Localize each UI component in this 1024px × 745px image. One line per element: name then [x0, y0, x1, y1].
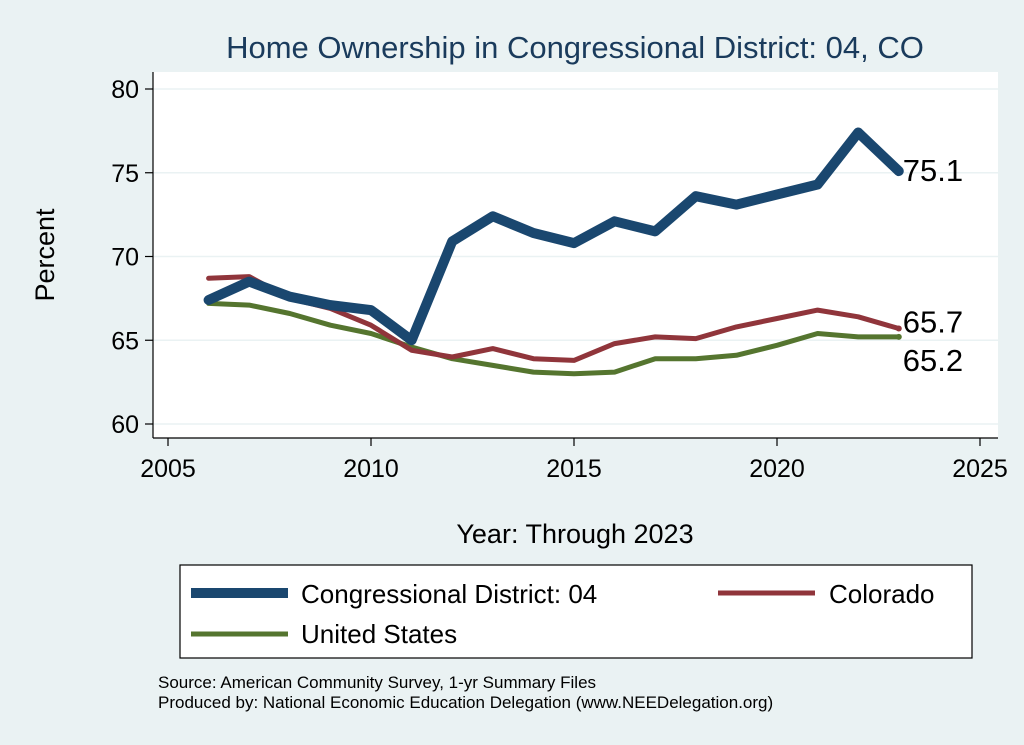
- x-ticks: 2005 2010 2015 2020 2025: [140, 438, 1008, 483]
- source-note: Source: American Community Survey, 1-yr …: [158, 673, 596, 692]
- x-axis-title: Year: Through 2023: [456, 519, 693, 549]
- producer-note: Produced by: National Economic Education…: [158, 693, 773, 712]
- end-label-colorado: 65.7: [903, 305, 963, 340]
- end-point-colorado: [895, 325, 902, 332]
- end-point-united-states: [895, 333, 902, 340]
- grid-layer: [153, 88, 998, 425]
- xtick-label-2020: 2020: [749, 455, 805, 483]
- xtick-label-2010: 2010: [343, 455, 399, 483]
- plot-area: [153, 72, 998, 438]
- end-label-united-states: 65.2: [903, 343, 963, 378]
- legend-label-colorado: Colorado: [829, 579, 935, 609]
- end-labels: 65.265.7 75.1: [903, 153, 963, 378]
- xtick-label-2025: 2025: [952, 455, 1008, 483]
- chart-title: Home Ownership in Congressional District…: [226, 30, 924, 65]
- end-point-district: [895, 168, 902, 175]
- xtick-label-2005: 2005: [140, 455, 196, 483]
- legend: Congressional District: 04 Colorado Unit…: [179, 564, 973, 659]
- ytick-label-65: 65: [111, 327, 139, 355]
- ytick-label-75: 75: [111, 160, 139, 188]
- end-label-district: 75.1: [903, 153, 963, 188]
- y-axis-title: Percent: [30, 208, 60, 302]
- ytick-label-70: 70: [111, 244, 139, 272]
- series-line-united-states: [206, 300, 902, 377]
- y-ticks: 60 65 70 75 80: [111, 76, 153, 439]
- legend-label-district: Congressional District: 04: [301, 579, 597, 609]
- ytick-label-60: 60: [111, 411, 139, 439]
- series-layer: [203, 127, 904, 377]
- legend-label-united-states: United States: [301, 619, 457, 649]
- legend-box: [179, 564, 973, 659]
- ytick-label-80: 80: [111, 76, 139, 104]
- xtick-label-2015: 2015: [546, 455, 602, 483]
- series-line-district: [203, 127, 904, 346]
